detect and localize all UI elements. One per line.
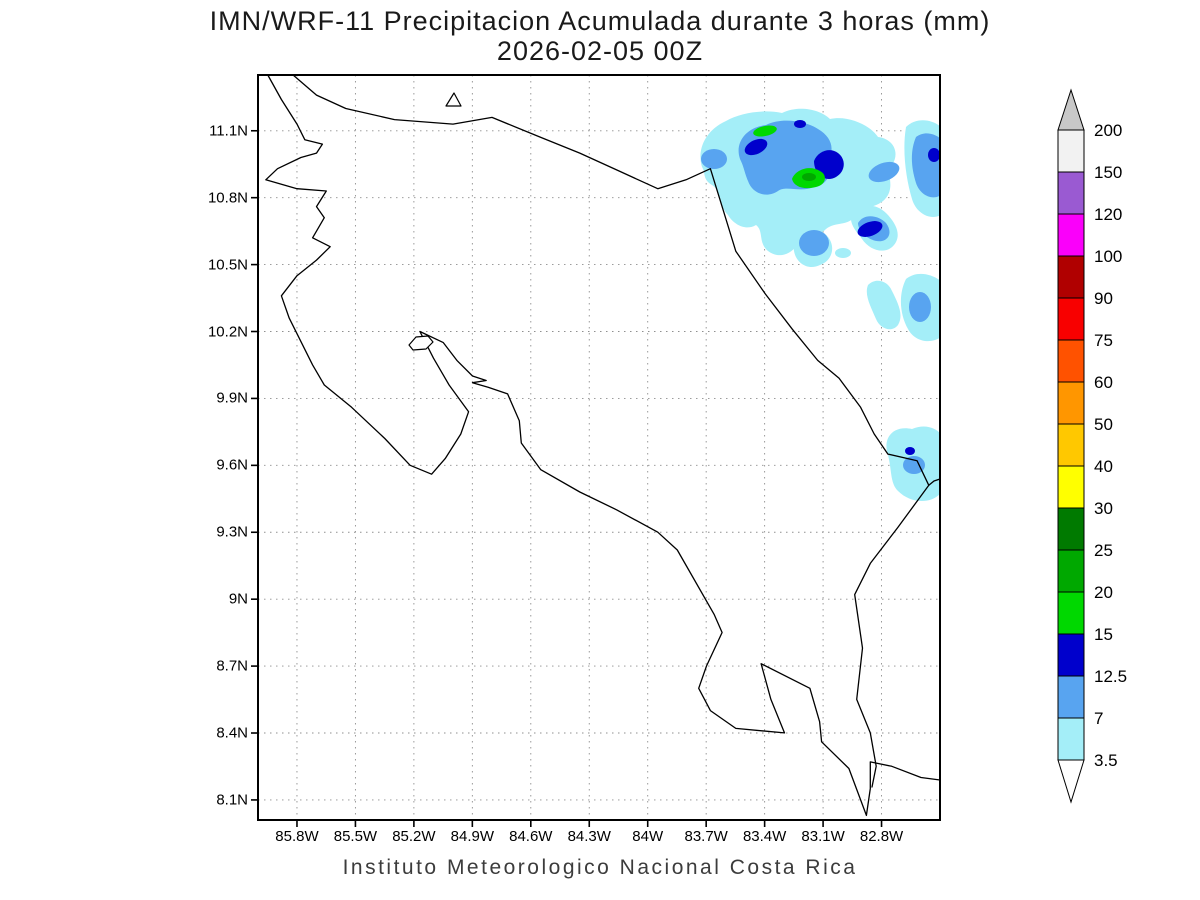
- page-title: IMN/WRF-11 Precipitacion Acumulada duran…: [209, 6, 991, 36]
- precip-area-12.5mm: [794, 120, 806, 128]
- colorbar-label: 20: [1094, 583, 1113, 602]
- colorbar-segment: [1057, 717, 1085, 761]
- x-tick-label: 83.7W: [684, 828, 728, 845]
- x-tick-label: 83.1W: [801, 828, 845, 845]
- colorbar-segment: [1057, 171, 1085, 215]
- colorbar-label: 30: [1094, 499, 1113, 518]
- colorbar-segment: [1057, 423, 1085, 467]
- precip-area-15mm: [753, 125, 777, 137]
- precip-area-12.5mm: [857, 221, 883, 237]
- footer-institution: Instituto Meteorologico Nacional Costa R…: [342, 856, 858, 879]
- x-tick-label: 83.4W: [742, 828, 787, 845]
- x-tick-label: 85.8W: [275, 828, 319, 845]
- coastline-caribbean-border: [292, 74, 930, 788]
- x-tick-label: 85.5W: [333, 828, 378, 845]
- y-tick-label: 10.5N: [207, 256, 248, 274]
- y-tick-label: 9.6N: [216, 456, 248, 474]
- colorbar-label: 100: [1094, 247, 1122, 266]
- colorbar-label: 12.5: [1094, 667, 1127, 686]
- plot-frame: [257, 74, 941, 821]
- precip-area-3.5mm: [866, 280, 901, 330]
- colorbar-label: 150: [1094, 163, 1122, 182]
- colorbar-label: 60: [1094, 373, 1113, 392]
- colorbar-segment: [1057, 213, 1085, 257]
- y-tick-label: 10.2N: [207, 323, 248, 340]
- colorbar-label: 3.5: [1094, 751, 1118, 770]
- precip-area-12.5mm: [814, 150, 844, 180]
- colorbar-label: 200: [1094, 121, 1122, 140]
- colorbar-label: 25: [1094, 541, 1113, 560]
- x-tick-label: 85.2W: [392, 828, 436, 845]
- colorbar-label: 90: [1094, 289, 1113, 308]
- y-tick-label: 10.8N: [207, 189, 248, 207]
- axis-ticks: [251, 129, 883, 827]
- precip-area-12.5mm: [905, 447, 915, 455]
- colorbar-segment: [1057, 381, 1085, 425]
- x-tick-label: 84.9W: [450, 828, 495, 845]
- precip-area-12.5mm: [928, 148, 940, 162]
- colorbar-label: 50: [1094, 415, 1113, 434]
- colorbar-segment: [1057, 591, 1085, 635]
- colorbar-label: 7: [1094, 709, 1103, 728]
- precip-area-20mm: [802, 173, 816, 181]
- precip-area-7mm: [903, 456, 925, 474]
- precip-area-7mm: [909, 292, 931, 322]
- precip-area-12.5mm: [744, 138, 768, 156]
- precip-area-7mm: [868, 161, 900, 183]
- coastline-layer: [265, 74, 941, 817]
- x-tick-label: 84.3W: [567, 828, 611, 845]
- x-tick-label: 84.6W: [509, 828, 553, 845]
- precipitation-layer: [700, 108, 940, 501]
- y-tick-label: 8.1N: [216, 791, 248, 809]
- coastline-panama: [928, 478, 941, 486]
- colorbar-below-min-triangle: [1057, 759, 1085, 804]
- colorbar-segment: [1057, 255, 1085, 299]
- colorbar-segment: [1057, 465, 1085, 509]
- x-tick-label: 84W: [632, 828, 664, 845]
- y-tick-label: 9.9N: [216, 389, 248, 407]
- x-tick-label: 82.8W: [859, 828, 904, 845]
- precip-area-7mm: [799, 230, 829, 256]
- grid-lines: [258, 75, 940, 820]
- island-chira: [408, 335, 434, 351]
- colorbar-label: 75: [1094, 331, 1113, 350]
- y-tick-label: 8.7N: [216, 657, 248, 675]
- colorbar-segment: [1057, 675, 1085, 719]
- island-solentiname: [445, 92, 462, 107]
- colorbar-segment: [1057, 297, 1085, 341]
- colorbar: 3.5 7 12.5 15 20 25 30 40 50 60 75 90 100 120 150 200: [1057, 88, 1127, 804]
- colorbar-above-max-triangle: [1057, 88, 1085, 131]
- colorbar-label: 15: [1094, 625, 1113, 644]
- coastline-pacific: [265, 74, 941, 817]
- colorbar-segment: [1057, 507, 1085, 551]
- y-tick-label: 8.4N: [216, 724, 248, 742]
- map-plot: [251, 74, 941, 827]
- colorbar-segment: [1057, 633, 1085, 677]
- precip-area-7mm: [701, 149, 727, 169]
- y-tick-label: 9N: [228, 590, 248, 608]
- colorbar-segment: [1057, 549, 1085, 593]
- precip-area-3.5mm: [835, 248, 851, 258]
- page-subtitle-datetime: 2026-02-05 00Z: [496, 36, 704, 66]
- colorbar-label: 120: [1094, 205, 1122, 224]
- colorbar-segment: [1057, 339, 1085, 383]
- colorbar-label: 40: [1094, 457, 1113, 476]
- y-tick-label: 9.3N: [216, 523, 248, 541]
- colorbar-segment: [1057, 129, 1085, 173]
- y-tick-label: 11.1N: [209, 122, 248, 140]
